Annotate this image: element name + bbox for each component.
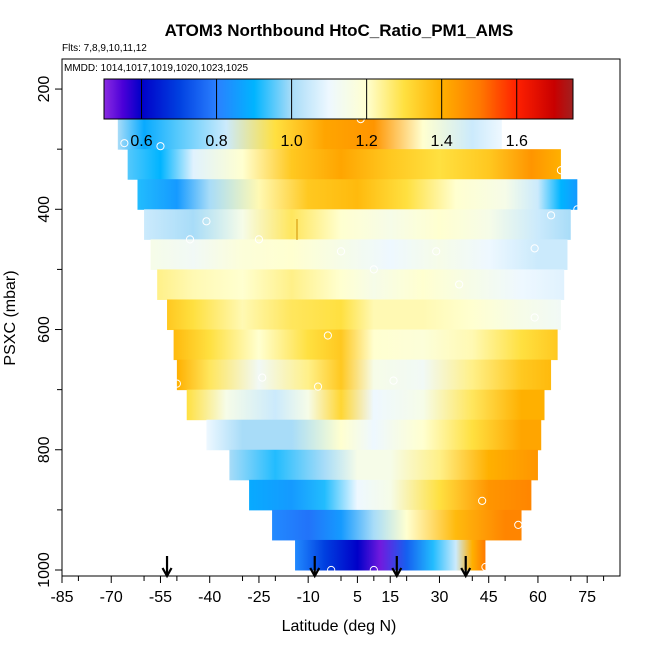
heatmap-row [229,449,538,481]
heatmap-row [167,299,561,331]
x-tick-label: 5 [353,589,362,606]
x-axis-label: Latitude (deg N) [282,618,397,635]
x-tick-label: -85 [50,589,73,606]
data-marker [530,313,539,322]
heatmap-rows [104,89,578,571]
data-marker [313,382,323,391]
data-marker [389,376,398,385]
data-marker [162,349,172,358]
data-marker [156,142,165,151]
heatmap-row [157,269,565,300]
flights-label: Flts: 7,8,9,10,11,12 [62,43,147,54]
data-marker [185,235,195,244]
heatmap-row [272,509,522,541]
arrow-marker [391,556,403,579]
y-tick-label: 200 [36,76,53,103]
data-marker [432,247,441,256]
heatmap-row [127,149,561,180]
data-marker [120,139,129,148]
colorbar-tick-label: 0.8 [205,133,227,150]
heatmap-row [137,179,578,210]
heatmap-row [206,419,542,451]
x-tick-label: 45 [480,589,498,606]
data-marker [369,565,378,575]
data-marker [336,247,346,256]
data-marker [546,211,556,220]
data-marker [514,520,523,530]
heatmap-row [173,329,558,361]
data-marker [573,205,582,214]
heatmap-row [176,359,552,391]
dates-label: MMDD: 1014,1017,1019,1020,1023,1025 [64,63,248,74]
colorbar: 0.6 0.8 1.0 1.2 1.4 1.6 [103,78,574,150]
colorbar-tick-label: 1.0 [280,133,302,150]
data-marker [202,217,211,226]
x-tick-label: -55 [149,589,172,606]
y-tick-label: 1000 [36,552,53,588]
x-axis: -85 -70 -55 -40 -25 -10 5 15 30 45 60 75 [50,576,605,606]
heatmap-row [150,239,568,270]
x-tick-label: 15 [381,589,399,606]
x-tick-label: 30 [431,589,449,606]
data-marker [478,496,487,505]
x-tick-label: -25 [247,589,270,606]
x-tick-label: -10 [297,589,320,606]
data-marker [556,166,566,175]
data-marker [254,235,264,244]
data-marker [258,373,267,382]
colorbar-tick-label: 1.6 [506,133,528,150]
x-tick-label: 60 [529,589,547,606]
y-axis: 200 400 600 800 1000 [36,76,62,588]
data-marker [327,565,336,575]
y-tick-label: 600 [36,316,53,343]
heatmap-row [295,539,486,571]
data-marker [323,331,332,340]
data-marker [451,571,460,576]
data-marker [481,562,490,572]
x-tick-label: 75 [578,589,596,606]
heatmap-row [144,209,571,240]
colorbar-scale [103,78,574,120]
chart-title: ATOM3 Northbound HtoC_Ratio_PM1_AMS [165,21,514,40]
heatmap-row [117,119,502,150]
data-marker [455,280,464,289]
colorbar-tick-label: 1.2 [356,133,378,150]
data-marker [172,379,181,388]
data-marker [369,265,378,274]
heatmap-row [249,479,532,511]
y-tick-label: 400 [36,196,53,223]
data-marker [530,244,539,253]
x-tick-label: -40 [198,589,221,606]
arrow-marker [161,556,173,579]
y-axis-label: PSXC (mbar) [2,270,19,365]
y-tick-label: 800 [36,436,53,463]
arrow-markers [161,556,472,579]
x-tick-label: -70 [100,589,123,606]
heatmap-row [186,389,545,421]
arrow-marker [460,556,472,579]
colorbar-tick-label: 0.6 [130,133,152,150]
colorbar-tick-label: 1.4 [431,133,453,150]
arrow-marker [309,556,321,579]
